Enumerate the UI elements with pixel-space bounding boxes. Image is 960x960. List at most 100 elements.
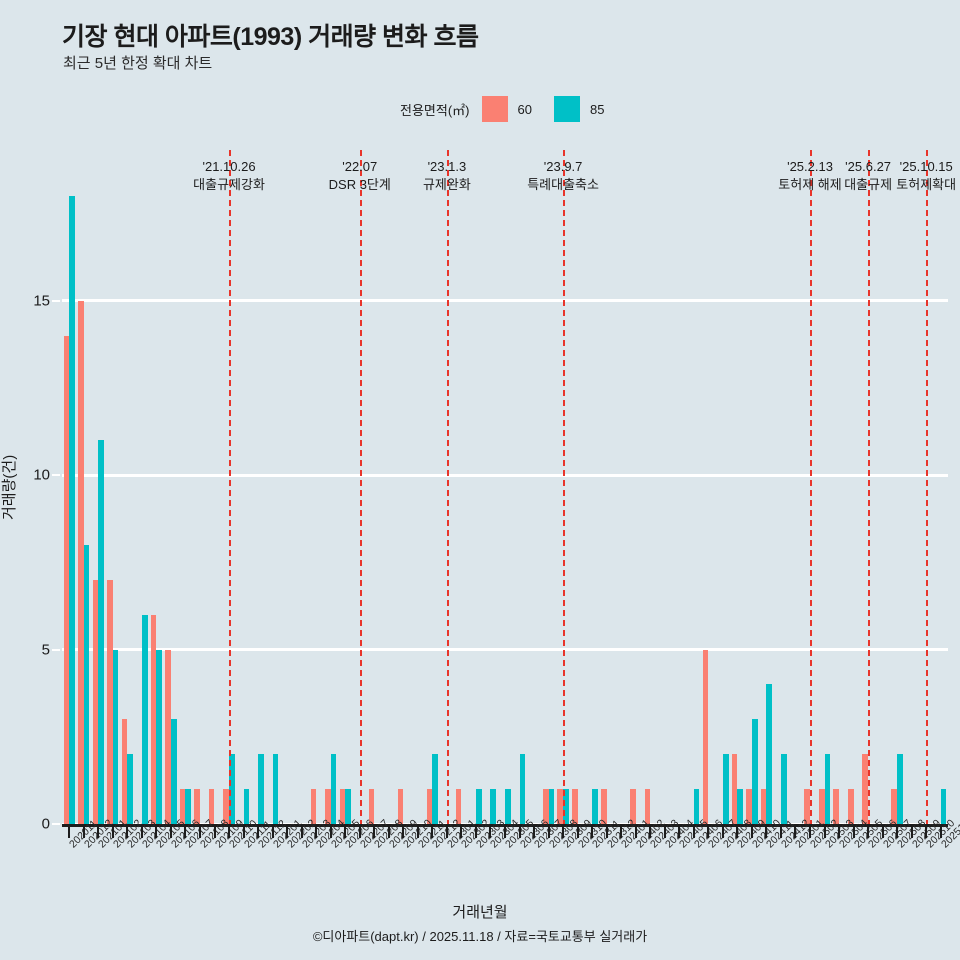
- bar-85-202406: [693, 789, 700, 824]
- x-axis-title: 거래년월: [452, 904, 508, 921]
- event-label-202309: '23.9.7 특례대출축소: [527, 158, 599, 193]
- x-tick-mark: [707, 827, 710, 838]
- bar-85-202206: [345, 789, 351, 824]
- x-tick-mark: [228, 827, 231, 838]
- x-tick-mark: [111, 827, 114, 838]
- event-text: 규제완화: [422, 176, 471, 192]
- bar-85-202311: [592, 789, 598, 824]
- bar-60-202102: [107, 579, 113, 824]
- x-tick-mark: [925, 827, 928, 838]
- bar-85-202304: [490, 789, 497, 824]
- bar-60-202208: [368, 789, 375, 824]
- bar-60-202505: [847, 789, 854, 824]
- bar-60-202204: [310, 789, 317, 824]
- x-tick-mark: [910, 827, 913, 838]
- x-tick-mark: [823, 827, 826, 838]
- bar-85-202205: [330, 754, 337, 824]
- bar-85-202104: [141, 614, 148, 824]
- event-label-202502: '25.2.13 토허제 해제: [778, 158, 841, 193]
- bar-85-202105: [156, 649, 163, 824]
- x-tick-mark: [881, 827, 884, 838]
- event-date: '25.2.13: [787, 159, 833, 174]
- bar-85-202305: [505, 789, 511, 824]
- bar-60-202107: [179, 789, 186, 824]
- bar-60-202506: [862, 754, 869, 824]
- x-tick-mark: [634, 827, 637, 838]
- x-tick-mark: [518, 827, 521, 838]
- event-date: '21.10.26: [202, 159, 256, 174]
- bar-60-202503: [818, 789, 825, 824]
- event-text: 대출규제: [844, 176, 893, 192]
- x-tick-mark: [387, 827, 390, 838]
- x-tick-mark: [794, 827, 797, 838]
- event-date: '23.9.7: [543, 159, 583, 174]
- event-line-202301: [446, 150, 449, 826]
- x-tick-mark: [809, 827, 812, 838]
- y-axis-title: 거래량(건): [1, 454, 18, 520]
- gridline: [62, 473, 948, 477]
- y-tick-label: 0: [41, 815, 50, 833]
- x-tick-mark: [721, 827, 724, 838]
- x-tick-mark: [416, 827, 419, 838]
- x-tick-mark: [649, 827, 652, 838]
- bar-85-202409: [737, 789, 744, 824]
- bar-60-202109: [208, 789, 215, 824]
- event-label-202207: '22.07 DSR 3단계: [329, 158, 391, 193]
- x-tick-mark: [692, 827, 695, 838]
- bar-85-202106: [170, 719, 177, 824]
- bar-60-202103: [121, 719, 128, 824]
- bar-85-202201: [272, 754, 279, 824]
- x-tick-mark: [242, 827, 245, 838]
- event-line-202309: [563, 150, 566, 826]
- x-tick-mark: [576, 827, 579, 838]
- bar-85-202110: [229, 754, 235, 824]
- bar-60-202110: [223, 789, 230, 824]
- x-tick-mark: [329, 827, 332, 838]
- x-tick-mark: [344, 827, 347, 838]
- bar-85-202103: [127, 754, 134, 824]
- event-date: '25.6.27: [845, 159, 892, 174]
- y-tick-label: 15: [33, 292, 50, 310]
- x-tick-mark: [460, 827, 463, 838]
- bar-series-container: [62, 196, 948, 824]
- y-tick-mark: [52, 823, 60, 825]
- x-tick-mark: [82, 827, 85, 838]
- x-tick-mark: [736, 827, 739, 838]
- event-label-202301: '23.1.3 규제완화: [423, 158, 471, 193]
- legend-swatch-60: [481, 96, 508, 122]
- x-tick-mark: [155, 827, 158, 838]
- bar-60-202011: [63, 335, 70, 824]
- event-line-202510: [926, 150, 929, 826]
- x-tick-mark: [838, 827, 841, 838]
- x-tick-mark: [591, 827, 594, 838]
- bar-85-202309: [563, 789, 569, 824]
- event-label-202510: '25.10.15 토허제확대: [896, 158, 956, 193]
- event-label-202110: '21.10.26 대출규제강화: [193, 158, 265, 193]
- x-tick-mark: [504, 827, 506, 838]
- bar-60-202108: [194, 789, 200, 824]
- page-subtitle: 최근 5년 한정 확대 차트: [63, 55, 213, 72]
- x-tick-mark: [140, 827, 143, 838]
- x-tick-mark: [184, 827, 187, 838]
- x-tick-mark: [474, 827, 477, 838]
- event-line-202207: [359, 150, 362, 826]
- bar-85-202411: [766, 684, 773, 824]
- bar-85-202303: [475, 789, 482, 824]
- bar-60-202402: [630, 789, 636, 824]
- x-tick-mark: [605, 827, 608, 838]
- x-tick-mark: [169, 827, 172, 838]
- bar-60-202205: [325, 789, 331, 824]
- bar-85-202308: [548, 789, 555, 824]
- x-tick-mark: [867, 827, 870, 838]
- x-tick-mark: [300, 827, 303, 838]
- event-text: 특례대출축소: [527, 176, 599, 192]
- bar-60-202106: [165, 649, 171, 824]
- event-line-202506: [868, 150, 871, 826]
- x-tick-mark: [852, 827, 855, 838]
- bar-85-202101: [98, 440, 104, 824]
- x-tick-mark: [750, 827, 753, 838]
- x-tick-mark: [126, 827, 129, 838]
- bar-60-202012: [78, 300, 84, 824]
- bar-60-202407: [702, 649, 709, 824]
- x-tick-mark: [489, 827, 492, 838]
